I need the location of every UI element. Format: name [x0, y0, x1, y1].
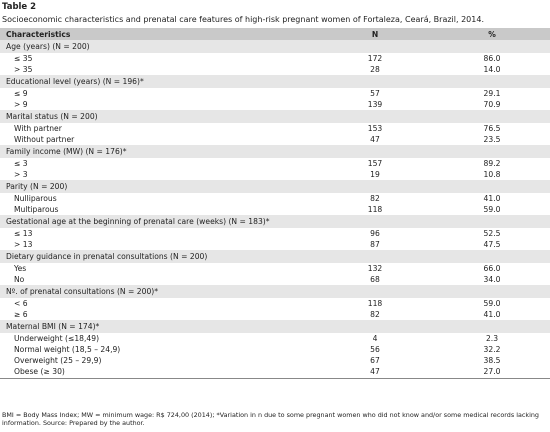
- cell: 56: [370, 344, 380, 354]
- cell: 47.5: [483, 239, 501, 249]
- cell: 67: [370, 356, 380, 365]
- group-label: Educational level (years) (N = 196)*: [6, 77, 144, 86]
- row-label: No: [14, 274, 25, 284]
- cell: 157: [367, 158, 383, 168]
- row-label: Underweight (≤18,49): [14, 333, 100, 343]
- column-header: %: [488, 29, 496, 39]
- row-label: With partner: [14, 123, 62, 133]
- cell: 41.0: [483, 193, 501, 203]
- cell: 68: [370, 274, 380, 284]
- cell: 19: [370, 169, 380, 179]
- group-label: Family income (MW) (N = 176)*: [6, 147, 127, 156]
- row-label: ≤ 9: [14, 88, 28, 98]
- row-label: ≤ 35: [14, 53, 33, 63]
- row-label: ≥ 6: [14, 309, 28, 319]
- header-row: [0, 28, 550, 40]
- group-row: [0, 250, 550, 263]
- cell: 82: [370, 309, 380, 319]
- group-label: Maternal BMI (N = 174)*: [6, 322, 100, 331]
- row-label: Multiparous: [14, 204, 59, 214]
- group-row: [0, 215, 550, 228]
- cell: 70.9: [483, 99, 501, 109]
- group-row: [0, 145, 550, 158]
- group-row: [0, 110, 550, 123]
- group-row: [0, 75, 550, 88]
- row-label: Yes: [14, 263, 27, 273]
- row-label: > 3: [14, 169, 28, 179]
- row-label: Nulliparous: [14, 193, 57, 203]
- cell: 172: [367, 53, 383, 63]
- cell: 76.5: [483, 123, 501, 133]
- cell: 28: [370, 64, 380, 74]
- cell: 47: [370, 367, 380, 377]
- cell: 14.0: [483, 64, 501, 74]
- group-label: Age (years) (N = 200): [6, 42, 90, 51]
- group-label: Parity (N = 200): [6, 182, 68, 191]
- cell: 41.0: [483, 309, 501, 319]
- row-label: Normal weight (18,5 – 24,9): [14, 344, 121, 354]
- row-label: Overweight (25 – 29,9): [14, 356, 102, 365]
- cell: 139: [367, 99, 383, 109]
- row-label: ≤ 13: [14, 228, 33, 238]
- row-label: > 13: [14, 239, 33, 249]
- group-label: Dietary guidance in prenatal consultatio…: [6, 252, 208, 261]
- cell: 59.0: [483, 204, 501, 214]
- group-label: Nº. of prenatal consultations (N = 200)*: [6, 287, 159, 296]
- cell: 59.0: [483, 298, 501, 308]
- column-header: N: [371, 29, 379, 39]
- table-title: Table 2: [2, 2, 37, 12]
- cell: 4: [372, 333, 378, 343]
- group-label: Gestational age at the beginning of pren…: [6, 217, 270, 226]
- cell: 47: [370, 134, 380, 144]
- cell: 132: [367, 263, 383, 273]
- row-label: Obese (≥ 30): [14, 367, 65, 377]
- cell: 82: [370, 193, 380, 203]
- row-label: Without partner: [14, 134, 75, 144]
- row-label: > 9: [14, 99, 28, 109]
- cell: 52.5: [483, 228, 501, 238]
- cell: 87: [370, 239, 380, 249]
- cell: 27.0: [483, 367, 501, 377]
- cell: 66.0: [483, 263, 501, 273]
- cell: 23.5: [483, 134, 501, 144]
- table-bottom-rule: [0, 378, 550, 380]
- group-row: [0, 285, 550, 298]
- cell: 32.2: [483, 344, 501, 354]
- column-header: Characteristics: [6, 29, 71, 39]
- cell: 29.1: [483, 88, 501, 98]
- cell: 10.8: [483, 169, 501, 179]
- cell: 96: [370, 228, 380, 238]
- cell: 118: [367, 204, 383, 214]
- group-row: [0, 320, 550, 333]
- table-caption: Socioeconomic characteristics and prenat…: [2, 15, 484, 24]
- row-label: < 6: [14, 298, 28, 308]
- cell: 118: [367, 298, 383, 308]
- group-row: [0, 40, 550, 53]
- cell: 57: [370, 88, 380, 98]
- row-label: ≤ 3: [14, 158, 28, 168]
- group-label: Marital status (N = 200): [6, 112, 98, 121]
- cell: 38.5: [483, 356, 501, 365]
- cell: 34.0: [483, 274, 501, 284]
- group-row: [0, 180, 550, 193]
- cell: 2.3: [485, 333, 499, 343]
- row-label: > 35: [14, 64, 33, 74]
- cell: 89.2: [483, 158, 501, 168]
- table-footnote: BMI = Body Mass Index; MW = minimum wage…: [2, 411, 539, 428]
- cell: 86.0: [483, 53, 501, 63]
- cell: 153: [367, 123, 383, 133]
